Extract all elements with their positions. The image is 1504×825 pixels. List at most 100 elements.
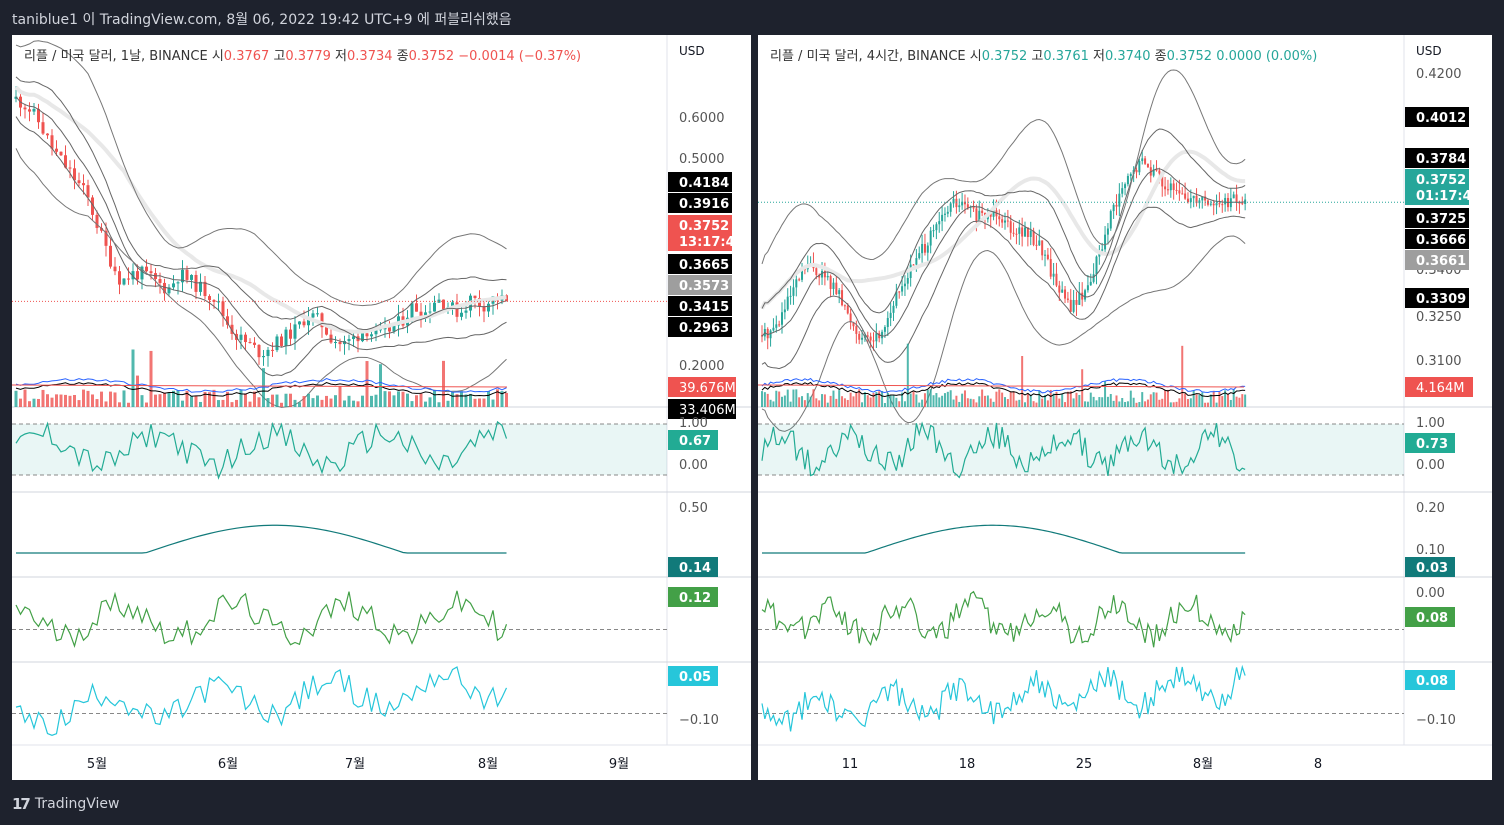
tradingview-logo[interactable]: 17 TradingView — [12, 795, 119, 813]
candle-body — [482, 306, 486, 312]
candle-body — [769, 330, 772, 339]
volume-bar — [307, 393, 310, 407]
time-axis-label: 11 — [842, 757, 859, 772]
candle-body — [912, 264, 915, 266]
indicator-ind2-line — [16, 524, 507, 554]
candle-body — [801, 269, 804, 280]
indicator-tick-label: 0.20 — [1416, 501, 1445, 516]
candle-body — [253, 342, 256, 345]
volume-bar — [909, 393, 912, 407]
candle-body — [244, 334, 247, 343]
candle-body — [365, 333, 369, 337]
candle-body — [208, 296, 211, 300]
volume-bar — [906, 343, 909, 407]
volume-bar — [1084, 401, 1087, 407]
candle-body — [1112, 204, 1115, 212]
candle-body — [1026, 227, 1029, 238]
volume-bar — [1181, 345, 1184, 407]
chart-panel-daily[interactable]: USD 0.6000 0.5000 0.2000 0.4184 0.3916 0.3752 1… — [12, 35, 751, 780]
candle-body — [872, 340, 875, 342]
volume-bar — [975, 402, 978, 407]
candle-body — [895, 291, 898, 306]
legend-high: 0.3779 — [285, 49, 331, 64]
volume-bar — [895, 397, 898, 407]
volume-bar — [424, 401, 427, 407]
candle-body — [1001, 219, 1004, 223]
volume-bar — [82, 389, 85, 407]
volume-bar — [1009, 391, 1012, 407]
volume-bar — [505, 392, 508, 407]
candle-body — [23, 107, 27, 110]
price-tag-box — [668, 317, 732, 337]
volume-bar — [1072, 398, 1075, 407]
chart-panel-4h[interactable]: USD 0.4200 0.3400 0.3250 0.3100 0.4012 0.3784 0… — [758, 35, 1492, 780]
volume-bar — [878, 391, 881, 407]
volume-bar — [14, 390, 18, 407]
candle-body — [786, 296, 789, 310]
volume-bar — [1212, 390, 1215, 407]
volume-bar — [809, 396, 812, 407]
volume-bar — [154, 394, 157, 407]
price-tag-label: 0.2963 — [679, 321, 729, 336]
volume-bar — [100, 391, 103, 407]
upper-band — [15, 76, 507, 330]
candle-body — [1055, 273, 1058, 286]
volume-bar — [1086, 401, 1089, 407]
candle-body — [921, 244, 924, 254]
candle-body — [298, 321, 301, 325]
candle-body — [935, 224, 938, 231]
volume-bar — [969, 398, 972, 407]
volume-bar — [478, 398, 481, 407]
volume-bar — [347, 395, 351, 407]
volume-bar — [1221, 396, 1224, 407]
volume-bar — [795, 389, 798, 407]
indicator-tick-label: 0.00 — [679, 458, 708, 473]
candle-body — [1198, 200, 1201, 204]
volume-bar — [1126, 401, 1129, 407]
candle-body — [64, 155, 67, 168]
volume-bar — [316, 395, 319, 407]
candle-body — [149, 271, 153, 274]
candle-body — [1038, 240, 1041, 246]
volume-bar — [208, 392, 211, 407]
candle-body — [798, 279, 801, 281]
candle-body — [1049, 259, 1052, 277]
indicator-ind3-line — [15, 590, 508, 648]
price-tag-label: 0.3661 — [1416, 254, 1466, 269]
candle-body — [181, 269, 184, 283]
candle-body — [1052, 273, 1055, 277]
candle-body — [1106, 228, 1109, 235]
volume-bar — [460, 391, 463, 407]
ma-line — [15, 96, 507, 348]
volume-bar — [239, 389, 243, 407]
candle-body — [361, 333, 364, 342]
outer-lower-band — [15, 148, 507, 408]
indicator-value-tag — [668, 587, 718, 607]
volume-bar — [1229, 399, 1232, 407]
candle-body — [906, 278, 909, 284]
indicator-value-label: 0.05 — [679, 670, 711, 685]
volume-bar — [846, 399, 849, 407]
indicator-tick-label: 1.00 — [1416, 416, 1445, 431]
volume-bar — [104, 401, 108, 407]
volume-bar — [1149, 394, 1152, 407]
daily-chart-canvas[interactable]: USD0.60000.50000.20000.41840.39160.37521… — [12, 35, 751, 780]
volume-bar — [275, 394, 279, 407]
legend-low-label: 저 — [335, 49, 348, 64]
volume-bar — [1129, 390, 1132, 407]
candle-body — [1058, 285, 1061, 293]
volume-bar — [406, 393, 409, 407]
outer-upper-band — [15, 40, 507, 307]
candle-body — [1046, 254, 1049, 260]
candle-body — [1201, 196, 1204, 201]
volume-bar — [437, 402, 441, 407]
candle-body — [835, 282, 838, 295]
candle-body — [972, 206, 975, 209]
candle-body — [1135, 169, 1138, 173]
volume-tag-label: 4.164M — [1416, 381, 1464, 396]
4h-chart-canvas[interactable]: USD0.42000.34000.32500.31000.40120.37840… — [758, 35, 1492, 780]
volume-bar — [1189, 398, 1192, 407]
candle-body — [1041, 240, 1044, 256]
candle-body — [190, 274, 193, 280]
candle-body — [127, 278, 130, 280]
